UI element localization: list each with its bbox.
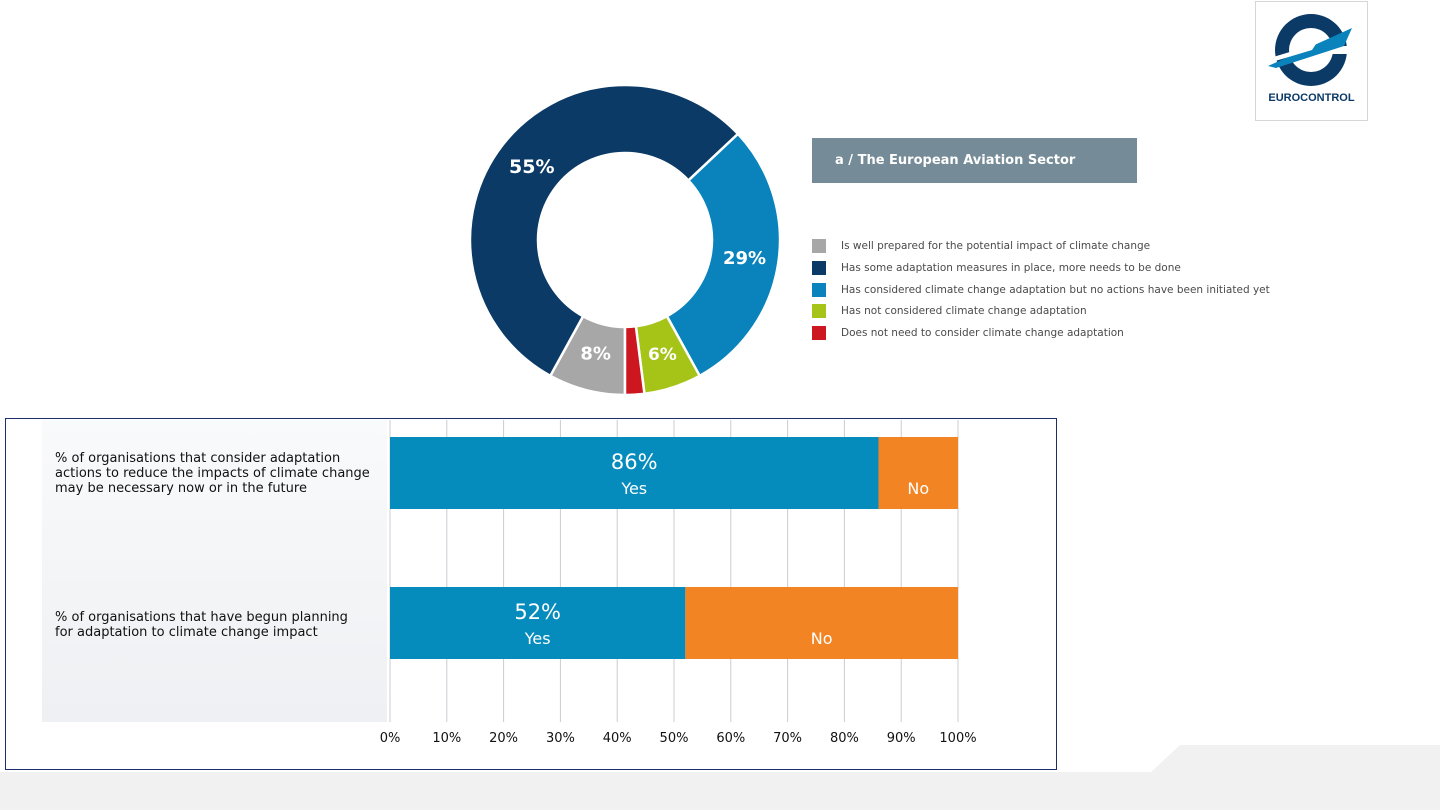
donut-chart: 8%55%29%6%2% [468, 83, 782, 397]
donut-data-label: 55% [509, 156, 554, 178]
legend-item: Has some adaptation measures in place, m… [812, 260, 1181, 276]
legend-item: Has considered climate change adaptation… [812, 282, 1270, 298]
legend-swatch-blue [812, 283, 826, 297]
donut-slice [623, 324, 646, 397]
logo-text: EUROCONTROL [1268, 92, 1355, 104]
chart-title: a / The European Aviation Sector [812, 138, 1137, 183]
eurocontrol-logo: EUROCONTROL [1255, 1, 1368, 121]
legend-label: Has not considered climate change adapta… [841, 305, 1087, 317]
row-label-planning: % of organisations that have begun plann… [55, 610, 348, 640]
row-label-panel [42, 420, 387, 722]
legend-item: Has not considered climate change adapta… [812, 303, 1087, 319]
footer-notch [1150, 745, 1440, 773]
eurocontrol-logo-icon [1268, 14, 1352, 86]
legend-label: Does not need to consider climate change… [841, 327, 1124, 339]
donut-data-label: 6% [648, 345, 677, 365]
footer-band [0, 772, 1440, 810]
legend-label: Has considered climate change adaptation… [841, 284, 1270, 296]
legend-label: Is well prepared for the potential impac… [841, 240, 1151, 252]
legend-swatch-green [812, 304, 826, 318]
legend-swatch-navy [812, 261, 826, 275]
legend-label: Has some adaptation measures in place, m… [841, 262, 1181, 274]
legend-swatch-red [812, 326, 826, 340]
donut-data-label: 29% [723, 248, 766, 269]
row-label-consider: % of organisations that consider adaptat… [55, 451, 370, 496]
legend-item: Does not need to consider climate change… [812, 325, 1124, 341]
donut-slice [468, 83, 740, 378]
donut-data-label: 8% [580, 343, 611, 364]
legend-item: Is well prepared for the potential impac… [812, 238, 1150, 254]
legend-swatch-gray [812, 239, 826, 253]
donut-slice [665, 132, 782, 378]
